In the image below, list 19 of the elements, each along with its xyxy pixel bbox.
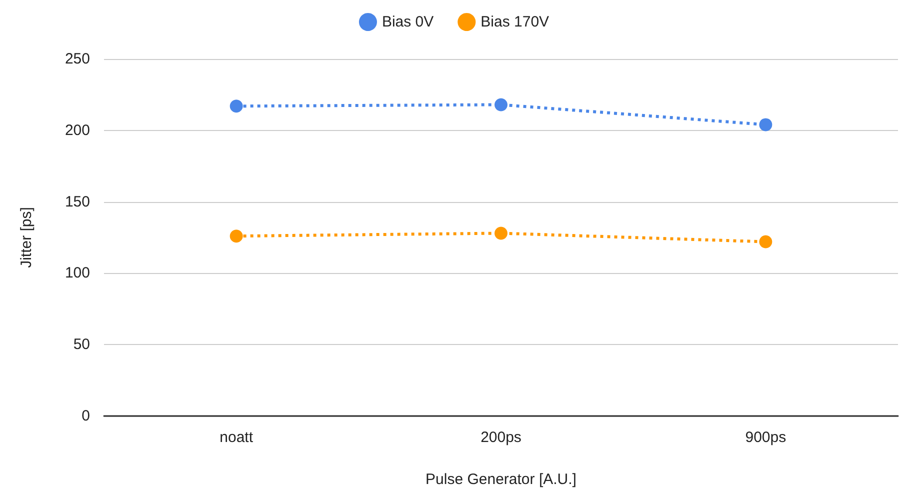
y-tick-label: 150 <box>64 193 90 210</box>
x-axis-title: Pulse Generator [A.U.] <box>426 471 576 488</box>
y-tick-label: 250 <box>64 50 90 68</box>
legend-label: Bias 0V <box>382 14 434 30</box>
point <box>759 235 772 248</box>
legend-label: Bias 170V <box>480 14 550 30</box>
point <box>494 98 508 112</box>
point <box>494 226 508 240</box>
y-tick-label: 0 <box>82 408 90 424</box>
point <box>759 118 772 132</box>
point <box>230 100 243 113</box>
y-axis-title: Jitter [ps] <box>18 207 35 268</box>
point <box>230 230 243 243</box>
y-tick-label: 200 <box>64 122 90 139</box>
x-tick-label: 900ps <box>745 429 786 446</box>
x-tick-label: noatt <box>220 429 254 446</box>
y-tick-label: 50 <box>73 336 90 354</box>
x-tick-label: 200ps <box>480 429 522 446</box>
y-tick-label: 100 <box>64 264 90 282</box>
